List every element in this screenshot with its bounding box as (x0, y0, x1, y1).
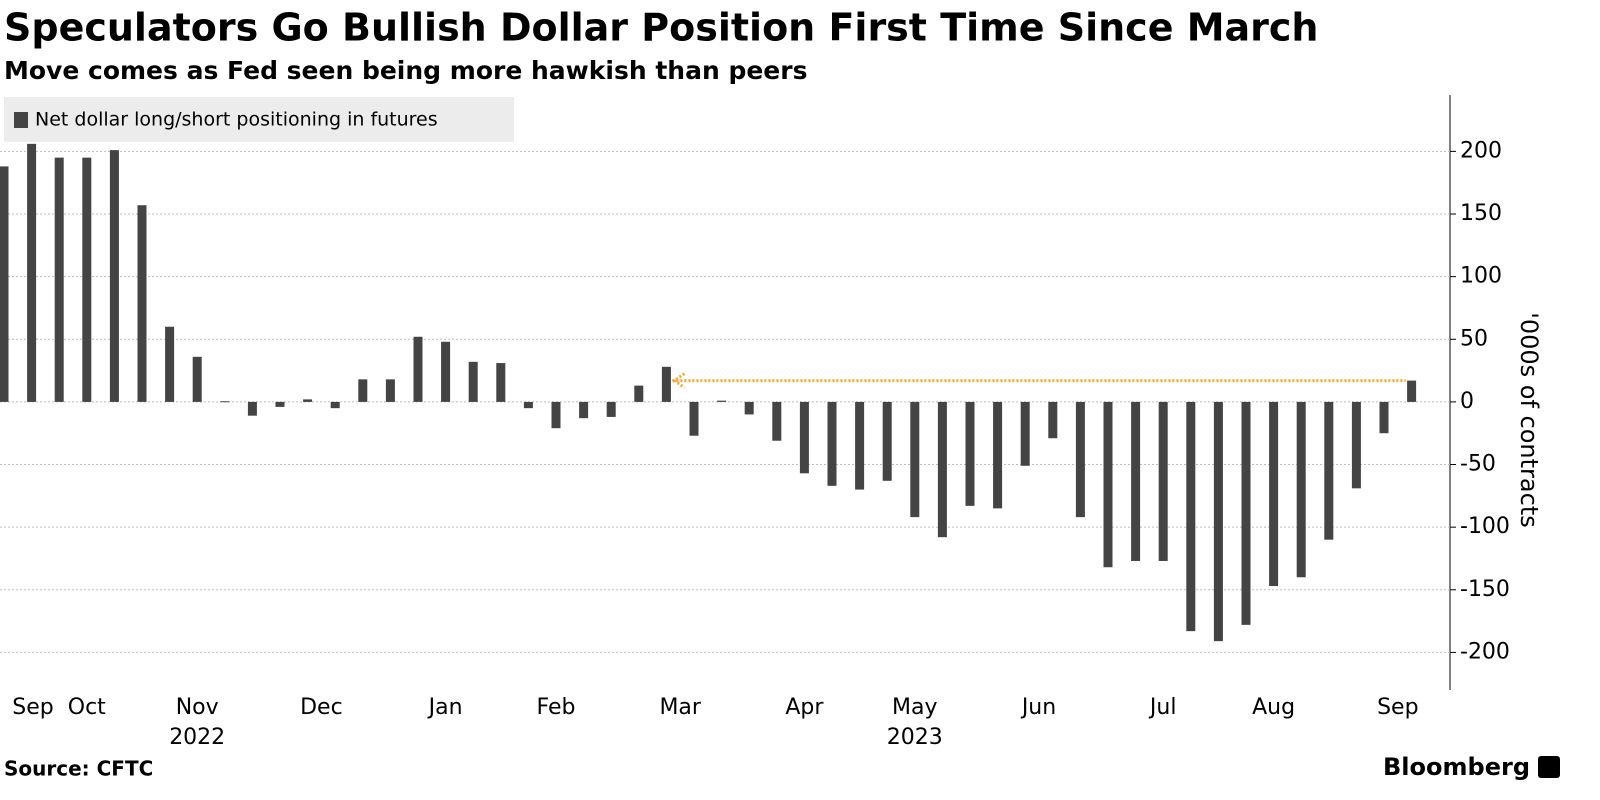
x-tick-label: May (892, 695, 937, 720)
x-tick-label: Mar (659, 695, 701, 720)
x-tick-label: Jul (1148, 695, 1177, 720)
bar (937, 401, 947, 538)
y-tick-label: -100 (1460, 514, 1510, 539)
bar (27, 143, 37, 402)
y-tick-label: 100 (1460, 264, 1502, 289)
bar (1075, 401, 1085, 518)
y-tick-label: 150 (1460, 201, 1502, 226)
chart-subtitle: Move comes as Fed seen being more hawkis… (4, 56, 807, 85)
bar (606, 401, 616, 417)
y-tick-label: -150 (1460, 577, 1510, 602)
bar (1158, 401, 1168, 561)
bar (993, 401, 1003, 509)
bar (717, 400, 727, 402)
bar (661, 366, 671, 402)
bar (220, 401, 230, 403)
y-tick-label: 200 (1460, 138, 1502, 163)
x-tick-label: Sep (12, 695, 53, 720)
bar (1379, 401, 1389, 434)
bar (1324, 401, 1334, 540)
bar (192, 356, 202, 402)
bar (358, 379, 368, 402)
legend-label: Net dollar long/short positioning in fut… (35, 109, 438, 131)
y-tick-label: -50 (1460, 452, 1496, 477)
bar (1269, 401, 1279, 587)
x-tick-label: Dec (300, 695, 343, 720)
bar (1241, 401, 1251, 625)
bar (1213, 401, 1223, 642)
bar (551, 401, 561, 429)
x-tick-label: Sep (1377, 695, 1418, 720)
x-tick-label: Aug (1252, 695, 1295, 720)
x-tick-label: Jan (427, 695, 463, 720)
y-axis-label: '000s of contracts (1515, 312, 1543, 527)
bar (910, 401, 920, 518)
bar (855, 401, 865, 490)
bar (1186, 401, 1196, 632)
brand-logo (1538, 756, 1560, 778)
bar (772, 401, 782, 441)
bar (330, 401, 340, 409)
highlight-arrow (671, 372, 686, 389)
bar (1020, 401, 1030, 466)
legend-box (4, 97, 514, 142)
chart-title: Speculators Go Bullish Dollar Position F… (4, 6, 1319, 50)
x-tick-label: Jun (1020, 695, 1056, 720)
legend-swatch (14, 112, 28, 128)
bar (413, 336, 423, 402)
bar (137, 205, 147, 402)
y-tick-label: -200 (1460, 639, 1510, 664)
x-tick-label: Apr (785, 695, 824, 720)
brand: Bloomberg (1383, 753, 1530, 781)
x-tick-label: Nov (176, 695, 219, 720)
bar (1351, 401, 1361, 489)
bar (827, 401, 837, 486)
source: Source: CFTC (4, 757, 153, 781)
bar (441, 341, 451, 402)
bar (689, 401, 699, 436)
bar (385, 379, 395, 402)
bar (882, 401, 892, 481)
bar (109, 150, 119, 402)
bar (1048, 401, 1058, 439)
bar (468, 361, 478, 402)
bar (1131, 401, 1141, 561)
year-label: 2022 (169, 725, 225, 750)
y-tick-label: 50 (1460, 326, 1488, 351)
bar (275, 401, 285, 407)
bar (496, 363, 506, 402)
bar (303, 399, 313, 402)
bar (799, 401, 809, 474)
bar (523, 401, 533, 409)
bar (247, 401, 257, 416)
x-tick-label: Feb (537, 695, 576, 720)
y-tick-label: 0 (1460, 389, 1474, 414)
x-tick-label: Oct (68, 695, 106, 720)
bar (0, 166, 9, 402)
bar (634, 385, 644, 402)
bar (1407, 380, 1417, 402)
bar (965, 401, 975, 506)
bar (579, 401, 589, 419)
bar (1296, 401, 1306, 578)
bar (744, 401, 754, 415)
bar (54, 157, 64, 402)
year-label: 2023 (887, 725, 943, 750)
bar (165, 326, 175, 402)
bar (82, 157, 92, 402)
bar (1103, 401, 1113, 568)
